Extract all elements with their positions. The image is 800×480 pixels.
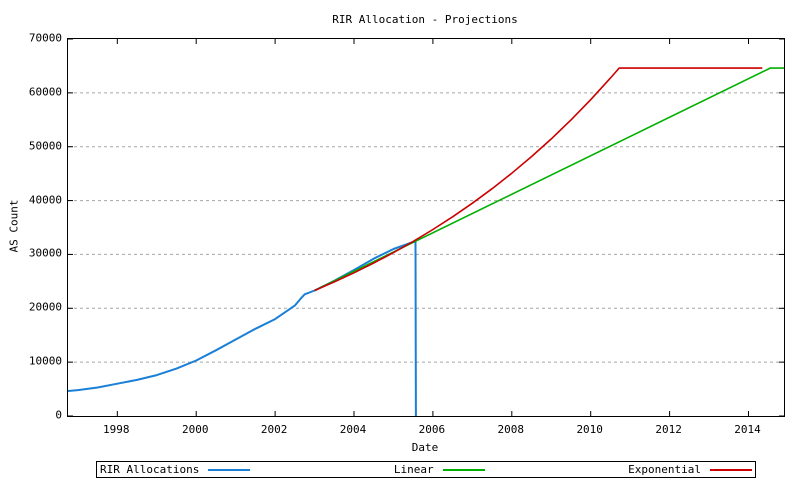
x-tick-label-2012: 2012 [655,423,682,436]
y-tick-label-40000: 40000 [28,193,62,207]
legend-line-sample-exponential [709,468,752,471]
y-axis-label: AS Count [7,199,21,253]
legend-label-linear: Linear [393,463,434,476]
legend-line-sample-rir-allocations [208,468,251,471]
x-tick-label-2000: 2000 [181,423,209,436]
x-tick-label-2014: 2014 [734,423,761,436]
legend-line-sample-linear [442,468,485,471]
y-tick-label-50000: 50000 [28,139,62,153]
legend-item-rir-allocations: RIR Allocations [100,463,251,476]
x-tick-label-2008: 2008 [497,423,525,436]
series-line-rir-allocations [68,240,417,416]
y-tick-label-0: 0 [55,408,62,422]
y-tick-label-30000: 30000 [28,246,62,260]
y-tick-label-20000: 20000 [28,300,62,314]
x-tick-label-2004: 2004 [339,423,367,436]
legend-item-linear: Linear [394,463,485,476]
chart-title: RIR Allocation - Projections [332,13,518,26]
x-tick-label-2002: 2002 [260,423,288,436]
series-line-linear [314,67,784,292]
x-tick-label-1998: 1998 [103,423,130,436]
series-line-exponential [314,67,763,292]
x-tick-label-2006: 2006 [418,423,446,436]
x-tick-label-2010: 2010 [576,423,603,436]
legend-item-exponential: Exponential [628,463,752,476]
y-tick-label-10000: 10000 [28,354,62,368]
x-axis-label: Date [411,441,439,454]
y-tick-label-60000: 60000 [28,85,62,99]
y-tick-label-70000: 70000 [28,31,62,45]
legend-box: RIR Allocations Linear Exponential [96,461,756,478]
plot-area [67,38,785,417]
plot-svg [68,39,784,416]
legend-label-exponential: Exponential [628,463,701,476]
legend-label-rir-allocations: RIR Allocations [100,463,200,476]
